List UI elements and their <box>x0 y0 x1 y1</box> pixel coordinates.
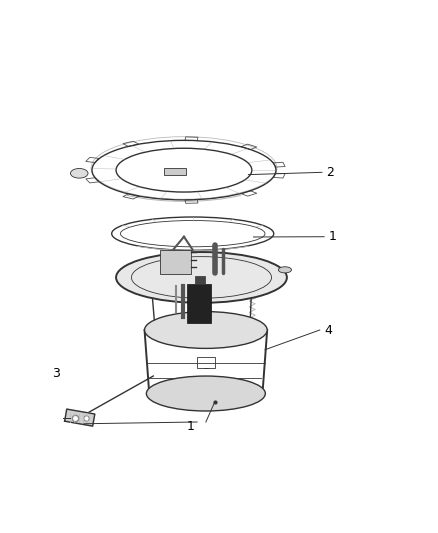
Text: 3: 3 <box>53 367 60 381</box>
Polygon shape <box>65 409 95 426</box>
Ellipse shape <box>146 376 265 411</box>
Bar <box>197 357 215 368</box>
Text: 1: 1 <box>187 420 194 433</box>
Text: 1: 1 <box>328 230 336 243</box>
Bar <box>160 250 191 274</box>
Bar <box>187 284 211 324</box>
Bar <box>164 167 186 174</box>
Ellipse shape <box>145 312 267 349</box>
Bar <box>195 276 205 284</box>
Ellipse shape <box>279 266 292 273</box>
Text: 4: 4 <box>324 324 332 336</box>
Ellipse shape <box>116 252 287 303</box>
Ellipse shape <box>71 168 88 178</box>
Text: 2: 2 <box>326 166 334 179</box>
